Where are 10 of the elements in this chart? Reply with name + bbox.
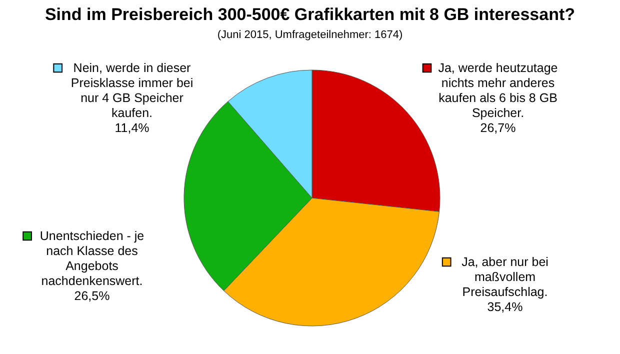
data-label: 35,4% — [487, 300, 523, 314]
data-label: 26,5% — [74, 289, 110, 303]
chart-title: Sind im Preisbereich 300-500€ Grafikkarten mit 8 GB interessant? — [44, 5, 576, 24]
data-label: 26,7% — [480, 121, 516, 135]
chart-subtitle: (Juni 2015, Umfrageteilnehmer: 1674) — [217, 29, 403, 41]
legend-label: Unentschieden - je nach Klasse des Angebots nachdenkenswert. — [40, 229, 144, 288]
data-label: 11,4% — [114, 121, 150, 135]
legend-label: Ja, werde heutzutage nichts mehr anderes kaufen als 6 bis 8 GB Speicher. — [438, 61, 558, 120]
legend-label: Nein, werde in dieser Preisklasse immer bei nur 4 GB Speicher kaufen. — [70, 61, 194, 120]
legend-label: Ja, aber nur bei maßvollem Preisaufschlag. — [462, 255, 548, 299]
